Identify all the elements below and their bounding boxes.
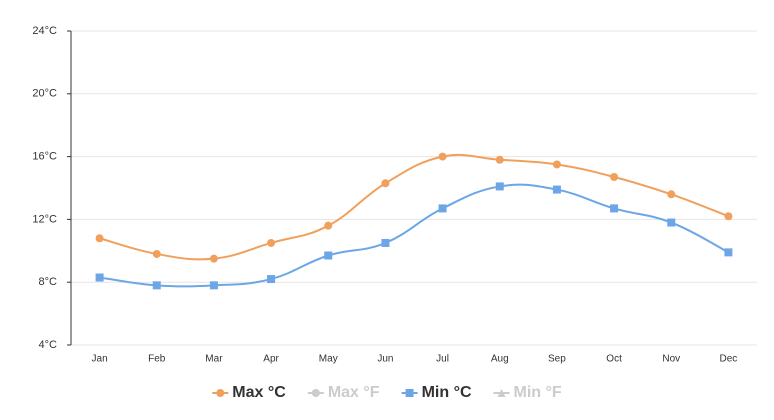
y-tick-label: 12°C: [32, 213, 57, 225]
marker: [311, 389, 320, 397]
marker: [152, 281, 161, 290]
marker: [552, 160, 561, 169]
marker: [216, 389, 225, 397]
x-tick-label: Jun: [377, 354, 393, 365]
marker: [497, 389, 506, 397]
legend-label[interactable]: Min °C: [422, 384, 472, 401]
marker: [209, 254, 218, 263]
marker: [495, 155, 504, 164]
y-tick-label: 4°C: [39, 339, 58, 351]
x-tick-label: Apr: [263, 354, 279, 365]
x-tick-label: Feb: [148, 354, 166, 365]
marker: [95, 234, 104, 243]
y-tick-label: 20°C: [32, 88, 57, 100]
x-tick-label: Oct: [606, 354, 622, 365]
x-tick-label: May: [319, 354, 338, 365]
marker: [495, 182, 504, 191]
x-tick-label: Dec: [720, 354, 738, 365]
x-tick-label: Jul: [436, 354, 449, 365]
line: [99, 183, 729, 288]
legend-label[interactable]: Min °F: [514, 384, 562, 401]
marker: [610, 173, 619, 182]
x-tick-label: Mar: [205, 354, 223, 365]
legend-label[interactable]: Max °F: [328, 384, 380, 401]
marker: [152, 249, 161, 258]
marker: [438, 152, 447, 161]
x-tick-label: Nov: [662, 354, 680, 365]
marker: [324, 251, 333, 260]
marker: [667, 218, 676, 227]
marker: [324, 221, 333, 230]
marker: [667, 190, 676, 199]
marker: [438, 204, 447, 213]
marker: [381, 179, 390, 188]
marker: [405, 389, 414, 397]
y-tick-label: 24°C: [32, 25, 57, 37]
legend-label[interactable]: Max °C: [232, 384, 286, 401]
x-tick-label: Sep: [548, 354, 566, 365]
marker: [724, 248, 733, 257]
x-tick-label: Jan: [92, 354, 108, 365]
marker: [267, 275, 276, 284]
line: [99, 153, 729, 261]
marker: [267, 238, 276, 247]
marker: [610, 204, 619, 213]
marker: [95, 273, 104, 282]
y-tick-label: 8°C: [39, 276, 58, 288]
x-tick-label: Aug: [491, 354, 509, 365]
y-tick-label: 16°C: [32, 151, 57, 163]
marker: [209, 281, 218, 290]
marker: [724, 212, 733, 221]
marker: [381, 238, 390, 247]
marker: [552, 185, 561, 194]
